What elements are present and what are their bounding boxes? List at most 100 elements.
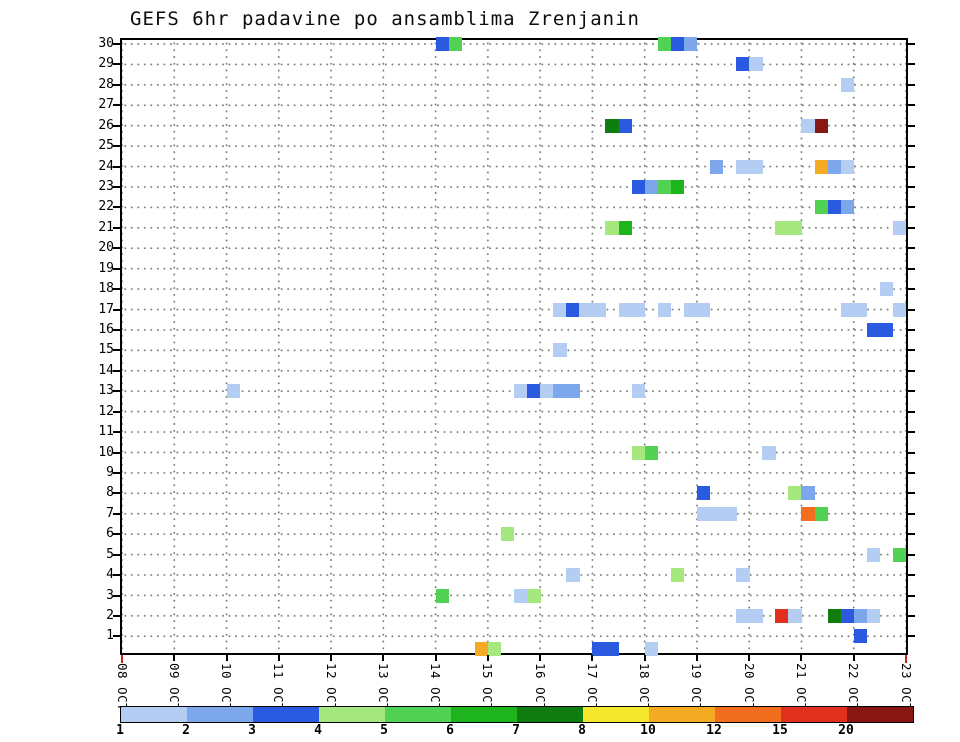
y-axis-tick [113,145,120,148]
precip-cell [853,302,868,317]
chart-title: GEFS 6hr padavine po ansamblima Zrenjani… [130,8,640,30]
precip-cell [696,302,711,317]
y-axis-label: 11 [98,424,114,440]
y-axis-label: 25 [98,138,114,154]
precip-cell [866,547,881,562]
precip-cell [879,282,894,297]
precip-cell [618,118,632,133]
x-axis-label: 22 OCT [846,663,862,712]
y-axis-label: 2 [106,608,114,624]
y-axis-tick [113,553,120,556]
y-axis-tick [908,369,915,372]
legend-segment [385,707,451,722]
precip-cell [827,159,842,174]
y-axis-tick [113,267,120,270]
y-axis-tick [113,390,120,393]
y-axis-label: 3 [106,587,114,603]
precip-cell [566,302,580,317]
y-axis-tick [908,165,915,168]
precip-cell [657,180,672,194]
y-axis-tick [113,206,120,209]
precip-cell [683,37,698,51]
y-axis-tick [908,83,915,86]
y-axis-tick [113,308,120,311]
precip-cell [840,609,855,624]
x-axis-label: 09 OCT [166,663,182,712]
x-axis-label: 10 OCT [219,663,235,712]
y-axis-tick [908,267,915,270]
x-axis-label: 14 OCT [428,663,444,712]
y-axis-tick [908,451,915,454]
y-axis-label: 23 [98,179,114,194]
legend-segment [187,707,253,722]
legend-segment [715,707,781,722]
x-axis-label: 21 OCT [793,663,809,712]
precip-cell [853,609,868,624]
precip-cell [879,323,894,338]
precip-cell [736,568,750,583]
precip-cell [644,642,659,656]
y-axis-tick [908,288,915,291]
precip-cell [566,568,580,583]
precip-cell [657,302,672,317]
precip-cell [788,486,802,501]
x-axis-tick [121,655,123,663]
legend-label: 15 [772,723,788,738]
y-axis-tick [908,63,915,66]
legend-segment [583,707,649,722]
precip-cell [710,506,724,521]
precip-cell [775,609,789,624]
y-axis-tick [113,369,120,372]
x-axis-label: 08 OCT [114,663,130,712]
y-axis-tick [908,186,915,188]
precip-cell [840,302,855,317]
precip-cell [670,568,685,583]
y-axis-tick [113,83,120,86]
precip-cell [670,37,685,51]
y-axis-tick [113,329,120,332]
precip-cell [892,547,907,562]
x-axis-tick [277,655,280,661]
precip-cell [788,609,802,624]
y-axis-label: 13 [98,383,114,399]
precip-cell [500,527,515,542]
legend-segment [517,707,583,722]
y-axis-tick [113,615,120,618]
precip-cell [618,302,632,317]
legend-segment [121,707,187,722]
x-axis-label: 16 OCT [532,663,548,712]
precip-cell [527,588,541,603]
precip-cell [788,220,802,235]
y-axis-tick [113,247,120,250]
precip-cell [814,200,828,215]
precip-cell [605,220,619,235]
y-axis-tick [908,206,915,209]
y-axis-tick [908,43,915,45]
precip-cell [474,642,489,656]
y-axis-label: 30 [98,36,114,51]
y-axis-tick [908,472,915,475]
precip-cell [736,159,750,174]
x-axis-tick [330,655,333,661]
y-axis-tick [113,165,120,168]
y-axis-tick [908,247,915,250]
precip-cell [605,118,619,133]
legend-label: 10 [640,723,656,738]
legend-segment [253,707,319,722]
y-axis-label: 5 [106,546,114,562]
precip-cell [435,37,450,51]
color-legend [120,706,914,723]
y-axis-label: 21 [98,219,114,235]
y-axis-label: 19 [98,260,114,276]
precip-cell [827,609,842,624]
precip-cell [631,302,646,317]
legend-label: 8 [578,723,586,738]
precip-cell [553,302,567,317]
y-axis-tick [113,226,120,229]
y-axis-label: 14 [98,362,114,378]
y-axis-label: 28 [98,76,114,92]
y-axis-tick [908,124,915,127]
y-axis-tick [113,288,120,291]
precip-cell [566,384,580,399]
